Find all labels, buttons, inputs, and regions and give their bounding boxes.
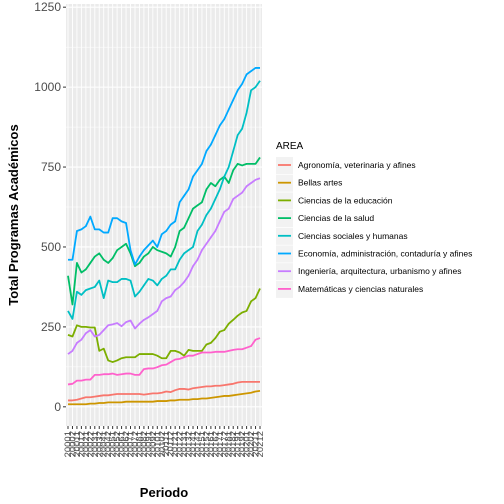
- x-tick-label: 20212: [255, 431, 266, 457]
- plot-panel: [66, 4, 262, 426]
- y-axis-title: Total Programas Académicos: [6, 124, 21, 305]
- legend-label: Ciencias sociales y humanas: [298, 231, 408, 241]
- legend-label: Ingeniería, arquitectura, urbanismo y af…: [298, 266, 461, 276]
- y-tick-label: 500: [41, 240, 61, 254]
- y-tick-label: 0: [54, 400, 61, 414]
- y-tick-label: 1000: [34, 80, 61, 94]
- legend-label: Ciencias de la educación: [298, 195, 393, 205]
- y-tick-label: 750: [41, 160, 61, 174]
- legend-label: Economía, administración, contaduría y a…: [298, 249, 472, 259]
- x-axis-title: Periodo: [140, 485, 188, 500]
- legend-label: Bellas artes: [298, 178, 342, 188]
- legend-title: AREA: [276, 141, 304, 152]
- y-tick-label: 1250: [34, 0, 61, 14]
- legend-label: Agronomía, veterinaria y afines: [298, 160, 416, 170]
- legend-label: Ciencias de la salud: [298, 213, 374, 223]
- legend-label: Matemáticas y ciencias naturales: [298, 284, 423, 294]
- y-tick-label: 250: [41, 320, 61, 334]
